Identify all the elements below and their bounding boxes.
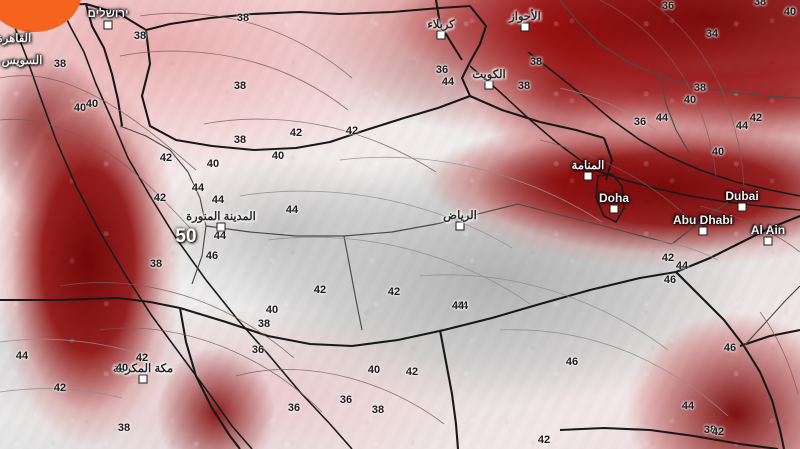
city-marker[interactable] [138,374,148,384]
city-label[interactable]: الرياض [443,210,477,222]
city-label[interactable]: الأحواز [509,11,541,23]
city-label[interactable]: Abu Dhabi [673,213,733,227]
city-label[interactable]: Dubai [725,189,759,203]
city-marker[interactable] [583,171,593,181]
city-marker[interactable] [737,202,747,212]
city-marker[interactable] [455,221,465,231]
city-marker[interactable] [436,30,446,40]
city-marker[interactable] [484,80,494,90]
city-marker[interactable] [520,22,530,32]
city-label[interactable]: ירושלים [87,8,129,20]
city-label[interactable]: Doha [599,191,629,205]
city-label[interactable]: المدينة المنورة [186,211,256,223]
city-marker[interactable] [103,20,113,30]
city-label[interactable]: Al Ain [750,223,786,237]
city-label[interactable]: الكويت [472,69,506,81]
city-marker[interactable] [763,236,773,246]
city-marker[interactable] [698,226,708,236]
city-label[interactable]: القاهرة [0,33,32,45]
city-marker[interactable] [216,222,226,232]
city-label[interactable]: المنامة [571,160,605,172]
city-label[interactable]: السويس [1,55,43,67]
city-label[interactable]: مكة المكرمة [112,363,174,375]
city-label[interactable]: كربلاء [427,19,455,31]
city-marker[interactable] [609,204,619,214]
